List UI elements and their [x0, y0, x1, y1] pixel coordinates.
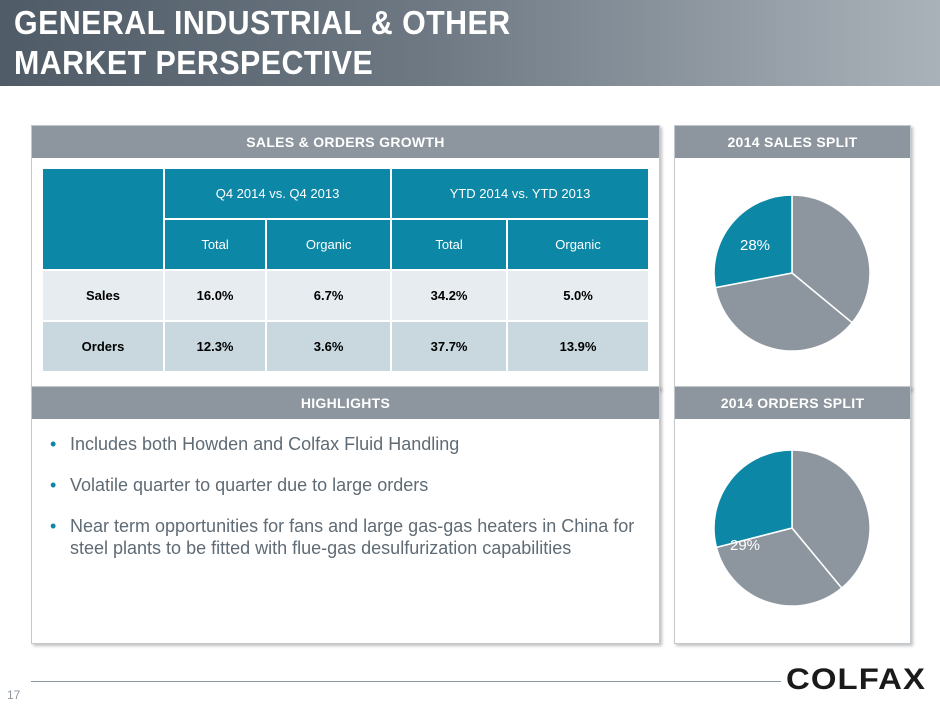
sales-orders-header: SALES & ORDERS GROWTH	[32, 126, 659, 158]
page-number: 17	[7, 688, 21, 702]
row-label-sales: Sales	[41, 269, 165, 322]
footer-divider	[31, 681, 781, 682]
table-cell: 34.2%	[390, 269, 509, 322]
title-band: GENERAL INDUSTRIAL & OTHER MARKET PERSPE…	[0, 0, 940, 86]
sales-split-panel: 2014 SALES SPLIT 28%	[674, 125, 911, 390]
logo-text: COLFAX	[786, 663, 926, 694]
sales-orders-panel: SALES & ORDERS GROWTH Q4 2014 vs. Q4 201…	[31, 125, 660, 390]
table-cell: 5.0%	[506, 269, 650, 322]
pie-slice-highlight	[713, 449, 793, 549]
sub-header-ytd-total: Total	[390, 218, 509, 271]
highlights-panel: HIGHLIGHTS Includes both Howden and Colf…	[31, 386, 660, 644]
group-header-q4: Q4 2014 vs. Q4 2013	[162, 167, 393, 220]
highlights-header: HIGHLIGHTS	[32, 387, 659, 419]
table-row: Sales 16.0% 6.7% 34.2% 5.0%	[41, 269, 650, 322]
table-cell: 37.7%	[390, 320, 509, 373]
list-item: Near term opportunities for fans and lar…	[48, 515, 648, 559]
list-item: Volatile quarter to quarter due to large…	[48, 474, 648, 496]
row-label-orders: Orders	[41, 320, 165, 373]
sales-split-header: 2014 SALES SPLIT	[675, 126, 910, 158]
table-corner-cell	[41, 167, 165, 271]
sub-header-ytd-organic: Organic	[506, 218, 650, 271]
table-cell: 13.9%	[506, 320, 650, 373]
table-row: Orders 12.3% 3.6% 37.7% 13.9%	[41, 320, 650, 373]
page-title-line-2: MARKET PERSPECTIVE	[14, 44, 374, 81]
pie-slice-label: 29%	[730, 537, 760, 554]
pie-slice	[715, 527, 843, 607]
orders-split-pie: 29%	[713, 449, 871, 607]
highlights-list: Includes both Howden and Colfax Fluid Ha…	[48, 433, 648, 578]
pie-slice	[791, 449, 871, 590]
growth-table: Q4 2014 vs. Q4 2013 YTD 2014 vs. YTD 201…	[41, 167, 650, 373]
pie-slice	[714, 272, 854, 352]
pie-slice-label: 28%	[740, 237, 770, 254]
list-item: Includes both Howden and Colfax Fluid Ha…	[48, 433, 648, 455]
table-sub-header-row: Total Organic Total Organic	[42, 218, 650, 271]
table-cell: 16.0%	[162, 269, 268, 322]
sales-split-pie: 28%	[713, 194, 871, 352]
colfax-logo: COLFAX	[786, 663, 926, 694]
sub-header-q4-total: Total	[162, 218, 268, 271]
pie-slice-highlight	[713, 194, 793, 289]
orders-split-panel: 2014 ORDERS SPLIT 29%	[674, 386, 911, 644]
pie-slice	[791, 194, 871, 324]
table-cell: 3.6%	[265, 320, 393, 373]
table-cell: 6.7%	[265, 269, 393, 322]
group-header-ytd: YTD 2014 vs. YTD 2013	[390, 167, 650, 220]
sub-header-q4-organic: Organic	[265, 218, 393, 271]
orders-split-header: 2014 ORDERS SPLIT	[675, 387, 910, 419]
table-group-header-row: Q4 2014 vs. Q4 2013 YTD 2014 vs. YTD 201…	[41, 167, 650, 271]
table-cell: 12.3%	[162, 320, 268, 373]
page-title-line-1: GENERAL INDUSTRIAL & OTHER	[14, 4, 511, 41]
